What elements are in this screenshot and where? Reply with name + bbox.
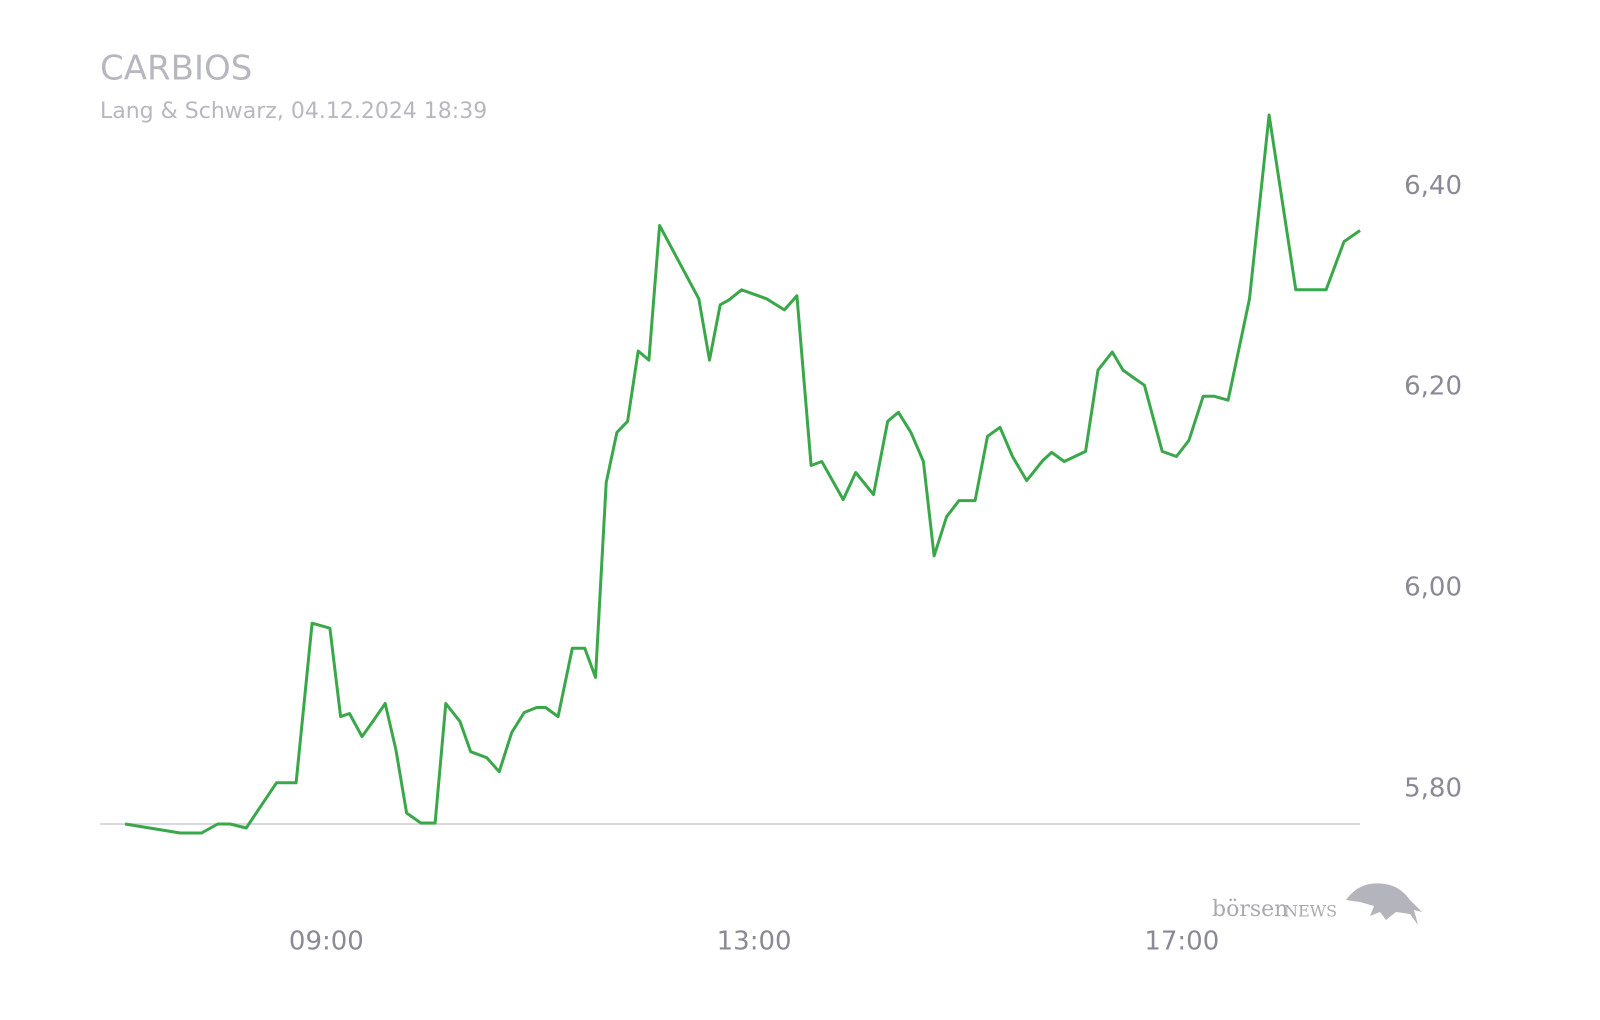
logo-text: NEWS: [1284, 902, 1337, 921]
chart-subtitle: Lang & Schwarz, 04.12.2024 18:39: [100, 99, 487, 124]
y-tick-label: 6,40: [1404, 171, 1462, 201]
y-tick-label: 5,80: [1404, 773, 1462, 803]
x-tick-label: 13:00: [717, 927, 792, 957]
y-tick-label: 6,20: [1404, 372, 1462, 402]
logo-text: börsen: [1212, 897, 1288, 922]
y-tick-label: 6,00: [1404, 573, 1462, 603]
x-tick-label: 09:00: [289, 927, 364, 957]
logo-bull: [1346, 883, 1422, 925]
chart-title: CARBIOS: [100, 49, 252, 89]
logo: börsen NEWS: [1212, 883, 1422, 925]
x-tick-label: 17:00: [1144, 927, 1219, 957]
price-line: [124, 113, 1361, 835]
